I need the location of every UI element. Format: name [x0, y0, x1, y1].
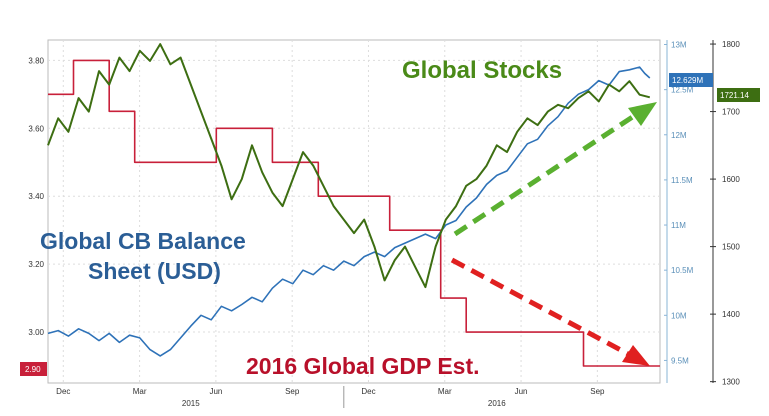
x-axis-tick-label: Dec — [56, 387, 70, 396]
left-axis-tick-label: 3.40 — [28, 192, 44, 201]
badge-gdp: 2.90 — [20, 362, 47, 376]
badge-stocks-text: 1721.14 — [720, 91, 749, 100]
left-axis-tick-label: 3.80 — [28, 56, 44, 65]
plot-frame — [47, 39, 661, 384]
series-balance-line — [47, 66, 651, 357]
annotation-gdp: 2016 Global GDP Est. — [246, 353, 480, 379]
mid-axis-tick-label: 12M — [671, 131, 687, 140]
annotation-global-stocks: Global Stocks — [402, 57, 562, 84]
badge-stocks: 1721.14 — [717, 88, 760, 102]
right-axis-tick-label: 1700 — [722, 108, 740, 117]
left-axis-tick-label: 3.60 — [28, 124, 44, 133]
trend-arrows — [450, 102, 657, 366]
badge-gdp-text: 2.90 — [25, 365, 41, 374]
left-axis-tick-label: 3.00 — [28, 328, 44, 337]
mid-axis-tick-label: 10.5M — [671, 266, 694, 275]
series-layer — [47, 43, 660, 367]
x-axis-tick-label: Mar — [133, 387, 147, 396]
x-axis-tick-label: Sep — [590, 387, 605, 396]
right-axis-tick-label: 1500 — [722, 243, 740, 252]
right-axis-tick-label: 1300 — [722, 378, 740, 387]
right-axis-tick-label: 1400 — [722, 310, 740, 319]
right-axis-tick-label: 1800 — [722, 40, 740, 49]
annotation-balance-line1: Global CB Balance — [40, 228, 246, 254]
badge-balance-text: 12.629M — [672, 76, 703, 85]
up-trend-arrowhead — [628, 102, 657, 126]
x-axis-tick-label: Dec — [361, 387, 375, 396]
series-stocks-line — [47, 43, 651, 289]
mid-axis-tick-label: 9.5M — [671, 356, 689, 365]
down-trend-arrowhead — [622, 345, 650, 366]
axes: 3.80 3.60 3.40 3.20 3.00 13M 12.5M 12M 11.5M 11M 1… — [28, 40, 740, 408]
x-axis-year-label: 2016 — [488, 399, 506, 408]
left-axis-tick-label: 3.20 — [28, 260, 44, 269]
mid-axis-tick-label: 10M — [671, 311, 687, 320]
x-axis-year-label: 2015 — [182, 399, 200, 408]
x-axis-tick-label: Jun — [515, 387, 528, 396]
mid-axis-tick-label: 13M — [671, 41, 687, 50]
series-gdp-line — [48, 59, 660, 367]
right-axis-tick-label: 1600 — [722, 175, 740, 184]
mid-axis-tick-label: 11.5M — [671, 176, 693, 185]
x-axis-tick-label: Mar — [438, 387, 452, 396]
up-trend-arrow-line — [453, 109, 642, 237]
mid-axis-tick-label: 12.5M — [671, 86, 694, 95]
mid-axis-tick-label: 11M — [671, 221, 686, 230]
x-axis-tick-label: Sep — [285, 387, 300, 396]
annotation-balance-line2: Sheet (USD) — [88, 258, 221, 284]
badge-balance: 12.629M — [669, 73, 713, 87]
x-axis-tick-label: Jun — [209, 387, 222, 396]
down-trend-arrow-line — [450, 257, 634, 359]
